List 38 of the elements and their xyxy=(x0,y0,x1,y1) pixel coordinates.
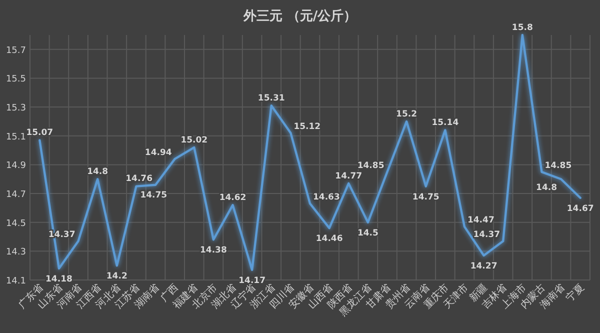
data-label: 14.62 xyxy=(219,193,246,204)
data-label: 15.12 xyxy=(294,122,321,132)
data-label: 15.07 xyxy=(26,128,54,138)
data-label: 14.27 xyxy=(470,262,498,272)
data-label: 15.31 xyxy=(258,94,285,104)
data-label: 14.85 xyxy=(544,160,572,171)
y-tick-label: 14.1 xyxy=(6,276,26,286)
data-label: 14.38 xyxy=(200,246,227,256)
data-label: 14.67 xyxy=(566,204,594,214)
data-label: 15.02 xyxy=(180,135,208,146)
data-label: 14.37 xyxy=(473,230,500,240)
y-tick-label: 14.5 xyxy=(6,218,26,229)
data-label: 14.85 xyxy=(357,160,384,171)
y-tick-label: 14.7 xyxy=(6,190,26,200)
data-label: 14.75 xyxy=(140,190,168,200)
data-label: 14.18 xyxy=(46,274,72,284)
data-label: 14.2 xyxy=(106,272,128,282)
data-label: 14.63 xyxy=(313,192,340,203)
data-label: 14.8 xyxy=(536,183,558,194)
data-label: 14.75 xyxy=(412,192,440,202)
y-tick-label: 14.3 xyxy=(6,248,26,258)
y-tick-label: 15.7 xyxy=(6,46,26,56)
data-label: 15.2 xyxy=(396,109,418,120)
data-label: 14.76 xyxy=(126,174,153,184)
data-label: 14.94 xyxy=(144,148,172,158)
data-label: 15.14 xyxy=(432,118,459,128)
data-label: 15.8 xyxy=(512,23,533,33)
data-label: 14.5 xyxy=(357,228,378,238)
y-tick-label: 15.1 xyxy=(6,132,26,142)
y-tick-label: 15.5 xyxy=(6,74,26,85)
y-tick-label: 15.3 xyxy=(6,104,26,114)
y-tick-label: 14.9 xyxy=(6,161,26,172)
data-label: 14.77 xyxy=(335,171,362,182)
x-tick-label: 宁夏 xyxy=(564,282,586,304)
data-label: 14.47 xyxy=(467,216,494,226)
data-label: 14.8 xyxy=(87,167,108,178)
data-label: 14.46 xyxy=(316,234,343,244)
chart-title: 外三元 （元/公斤） xyxy=(242,8,357,24)
